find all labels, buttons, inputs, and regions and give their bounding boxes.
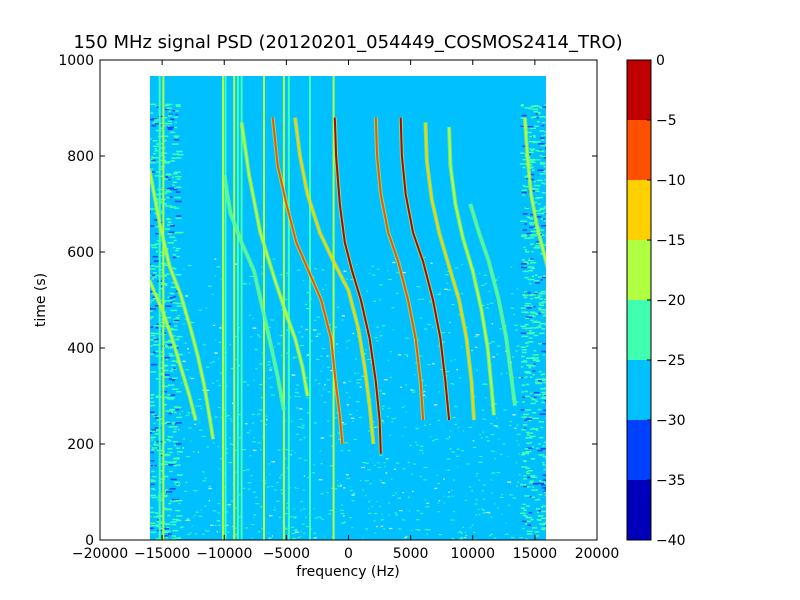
colorbar-tick-label-5: −15	[656, 233, 686, 249]
colorbar-tick-label-2: −30	[656, 413, 686, 429]
noise-speckle	[150, 103, 546, 540]
x-tick-label-6: 10000	[450, 546, 495, 562]
colorbar-tick-label-4: −20	[656, 293, 686, 309]
doppler-trace-11	[523, 117, 546, 266]
y-tick-label-2: 400	[67, 341, 94, 357]
doppler-trace-5	[294, 117, 375, 445]
colorbar-band-2	[627, 360, 651, 420]
y-axis-label: time (s)	[33, 273, 49, 327]
x-tick-label-8: 20000	[575, 546, 620, 562]
doppler-trace-8	[399, 117, 451, 421]
colorbar-tick-label-1: −35	[656, 473, 686, 489]
colorbar-tick-label-7: −5	[656, 113, 677, 129]
colorbar-band-4	[627, 240, 651, 300]
colorbar-band-3	[627, 300, 651, 360]
doppler-trace-2	[223, 175, 285, 411]
doppler-trace-3	[240, 122, 309, 397]
plot-area	[100, 60, 597, 540]
doppler-trace-6	[333, 117, 382, 454]
x-tick-label-2: −10000	[196, 546, 252, 562]
colorbar-band-7	[627, 60, 651, 120]
x-tick-label-1: −15000	[134, 546, 190, 562]
colorbar-band-1	[627, 420, 651, 480]
spectrogram-heatmap	[150, 76, 546, 540]
doppler-trace-7	[374, 117, 425, 421]
doppler-trace-10	[448, 127, 495, 416]
y-tick-label-3: 600	[67, 245, 94, 261]
y-tick-label-1: 200	[67, 437, 94, 453]
doppler-trace-9	[424, 122, 475, 421]
x-tick-label-5: 5000	[393, 546, 429, 562]
doppler-trace-1	[150, 170, 215, 440]
colorbar-band-5	[627, 180, 651, 240]
y-tick-label-4: 800	[67, 149, 94, 165]
doppler-trace-12	[469, 203, 516, 406]
x-axis-label: frequency (Hz)	[296, 564, 399, 580]
x-tick-label-7: 15000	[513, 546, 558, 562]
x-tick-label-4: 0	[344, 546, 353, 562]
doppler-trace-4	[271, 117, 344, 445]
x-tick-label-3: −5000	[263, 546, 310, 562]
doppler-trace-0	[150, 280, 197, 421]
x-tick-label-0: −20000	[72, 546, 128, 562]
y-tick-label-5: 1000	[58, 53, 94, 69]
heatmap-background	[150, 76, 546, 540]
colorbar-band-0	[627, 480, 651, 540]
colorbar-band-6	[627, 120, 651, 180]
colorbar-tick-label-3: −25	[656, 353, 686, 369]
y-axis: 0 200 400 600 800 1000	[58, 53, 597, 549]
colorbar-tick-label-8: 0	[656, 53, 665, 69]
colorbar-tick-label-6: −10	[656, 173, 686, 189]
chart-title: 150 MHz signal PSD (20120201_054449_COSM…	[73, 32, 622, 53]
colorbar-tick-label-0: −40	[656, 533, 686, 549]
x-axis: −20000 −15000 −10000 −5000 0 5000 10000 15000 20…	[72, 60, 619, 562]
y-tick-label-0: 0	[85, 533, 94, 549]
colorbar: −40 −35 −30 −25 −20 −15 −10 −5 0	[626, 53, 686, 549]
